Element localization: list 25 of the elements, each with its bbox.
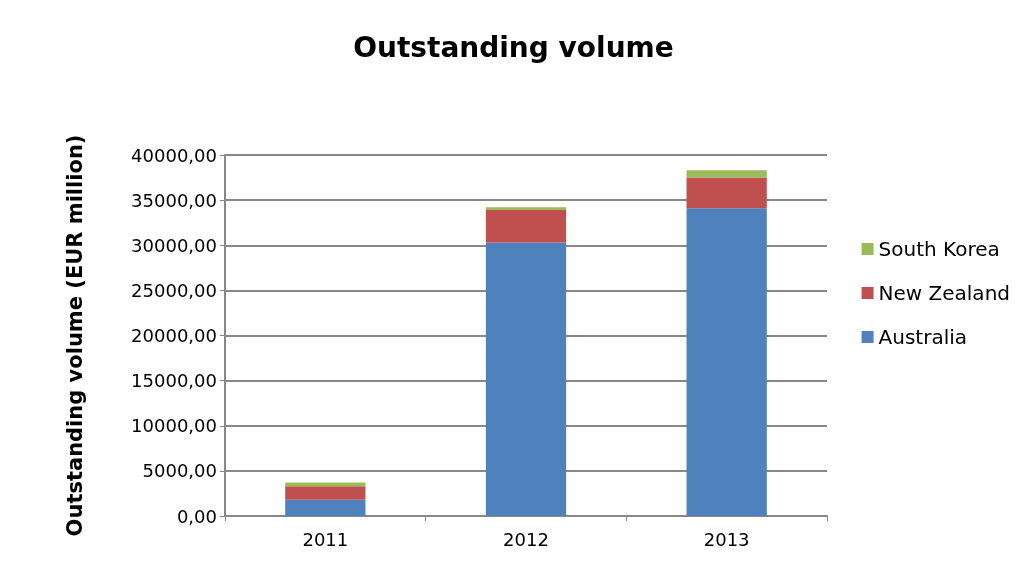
bar — [285, 486, 366, 500]
bar — [485, 207, 567, 211]
chart-title: Outstanding volume — [353, 30, 674, 64]
legend-label: South Korea — [878, 237, 1000, 261]
y-tick-label: 15000,00 — [131, 370, 217, 392]
bar — [285, 499, 366, 516]
y-tick-label: 5000,00 — [142, 460, 217, 482]
x-tick-label: 2011 — [302, 528, 349, 550]
y-tick-label: 35000,00 — [131, 189, 217, 211]
bar — [686, 208, 767, 516]
legend-label: Australia — [878, 325, 968, 349]
x-tick-label: 2013 — [703, 528, 750, 550]
bar — [485, 210, 567, 243]
y-axis-title: Outstanding volume (EUR million) — [62, 134, 87, 537]
legend-label: New Zealand — [878, 281, 1011, 305]
bar — [686, 170, 767, 178]
bar — [485, 242, 567, 516]
y-tick-label: 20000,00 — [131, 325, 217, 346]
y-tick-label: 40000,00 — [131, 144, 217, 166]
y-tick-label: 30000,00 — [131, 234, 217, 256]
x-tick-label: 2012 — [503, 528, 549, 550]
y-tick-label: 10000,00 — [131, 415, 217, 437]
y-tick-label: 25000,00 — [131, 279, 217, 301]
y-tick-label: 0,00 — [176, 505, 217, 527]
bar — [686, 177, 767, 209]
